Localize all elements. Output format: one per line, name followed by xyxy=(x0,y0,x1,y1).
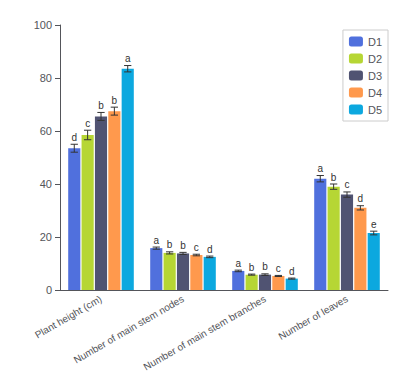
svg-text:Number of leaves: Number of leaves xyxy=(276,293,349,342)
svg-text:Number of main stem branches: Number of main stem branches xyxy=(142,293,268,372)
svg-text:D5: D5 xyxy=(368,104,382,116)
svg-text:c: c xyxy=(276,263,281,274)
svg-text:b: b xyxy=(98,100,104,111)
svg-text:d: d xyxy=(71,132,77,143)
svg-text:Plant height (cm): Plant height (cm) xyxy=(33,293,104,340)
svg-text:a: a xyxy=(317,163,323,174)
svg-text:d: d xyxy=(207,244,213,255)
svg-text:100: 100 xyxy=(34,19,52,31)
svg-text:a: a xyxy=(125,53,131,64)
svg-text:60: 60 xyxy=(40,125,52,137)
svg-text:a: a xyxy=(153,235,159,246)
svg-text:40: 40 xyxy=(40,178,52,190)
svg-text:c: c xyxy=(194,242,199,253)
svg-text:b: b xyxy=(331,172,337,183)
svg-text:20: 20 xyxy=(40,231,52,243)
svg-text:80: 80 xyxy=(40,72,52,84)
svg-text:b: b xyxy=(167,239,173,250)
svg-text:c: c xyxy=(85,118,90,129)
svg-text:D3: D3 xyxy=(368,70,382,82)
svg-text:0: 0 xyxy=(46,284,52,296)
svg-text:a: a xyxy=(235,258,241,269)
svg-text:d: d xyxy=(289,266,295,277)
svg-text:d: d xyxy=(358,193,364,204)
svg-text:D1: D1 xyxy=(368,36,382,48)
svg-text:c: c xyxy=(345,179,350,190)
svg-text:D2: D2 xyxy=(368,53,382,65)
svg-text:Number of main stem nodes: Number of main stem nodes xyxy=(71,293,186,366)
svg-text:b: b xyxy=(112,95,118,106)
svg-text:b: b xyxy=(262,261,268,272)
svg-text:D4: D4 xyxy=(368,87,382,99)
svg-text:b: b xyxy=(180,240,186,251)
svg-text:b: b xyxy=(249,262,255,273)
svg-text:e: e xyxy=(371,219,377,230)
